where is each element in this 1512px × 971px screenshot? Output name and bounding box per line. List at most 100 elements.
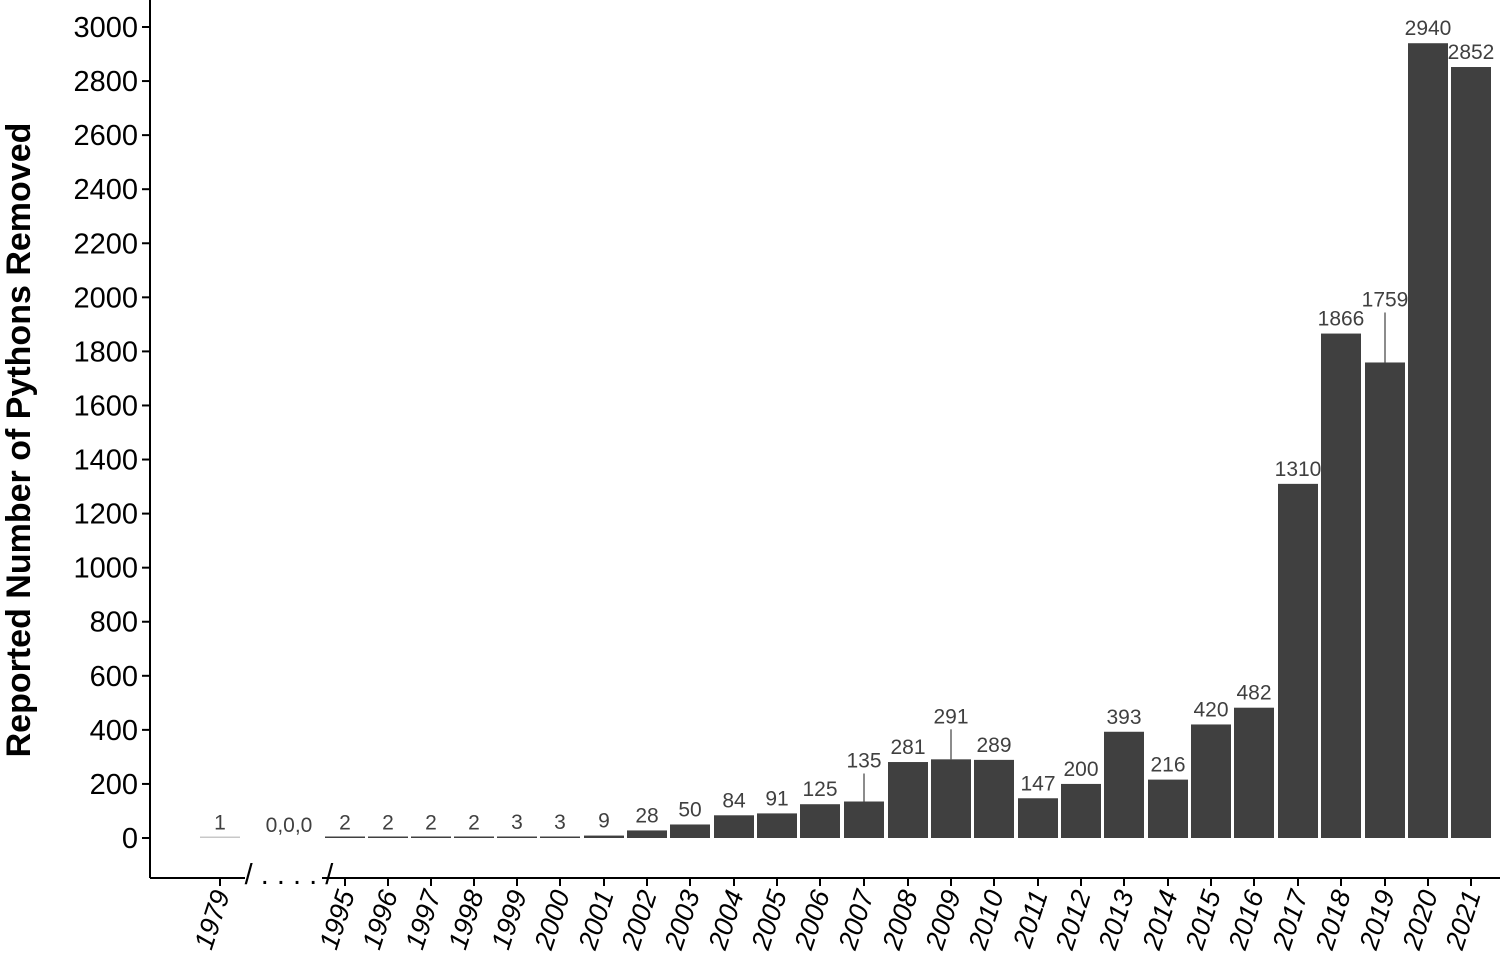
- data-label-2007: 135: [846, 750, 881, 773]
- y-tick-label: 800: [90, 607, 138, 639]
- data-label-2006: 125: [802, 778, 837, 801]
- x-tick-label-2008: 2008: [876, 887, 923, 954]
- x-tick-label-2016: 2016: [1222, 886, 1270, 954]
- y-axis: 0 200 400 600 800 1000 1200 1400 1600 1800 2000 220…: [73, 0, 151, 878]
- x-tick-label-2005: 2005: [745, 886, 793, 954]
- data-label-2017: 1310: [1275, 458, 1322, 481]
- bar-2014: [1148, 779, 1188, 838]
- x-tick-label-2014: 2014: [1136, 887, 1183, 954]
- data-label-2015: 420: [1193, 698, 1228, 721]
- bars-group: [200, 43, 1491, 839]
- data-label-1979: 1: [214, 812, 226, 835]
- x-tick-label-1997: 1997: [400, 886, 447, 953]
- axis-break-marker: / . . . . /: [245, 859, 335, 891]
- x-tick-label-1979: 1979: [189, 887, 236, 953]
- x-tick-label-2007: 2007: [832, 886, 880, 954]
- data-label-2012: 200: [1063, 758, 1098, 781]
- x-axis: 1979 199519961997199819992000200120022003…: [150, 877, 1500, 954]
- y-tick-label: 2200: [73, 228, 138, 260]
- y-tick-label: 200: [90, 769, 138, 801]
- y-tick-label: 2600: [73, 120, 138, 152]
- data-label-2009: 291: [933, 705, 968, 728]
- y-tick-label: 2800: [73, 66, 138, 98]
- data-label-2004: 84: [722, 789, 746, 812]
- bar-2007: [844, 801, 884, 838]
- data-label-2018: 1866: [1318, 308, 1365, 331]
- x-tick-label-1996: 1996: [357, 886, 404, 953]
- x-tick-label-2004: 2004: [702, 887, 749, 954]
- x-tick-label-1999: 1999: [486, 887, 533, 953]
- bar-2002: [627, 830, 667, 838]
- bar-1997: [411, 836, 451, 838]
- data-label-1998: 2: [468, 811, 480, 834]
- data-label-2011: 147: [1020, 772, 1055, 795]
- bar-2003: [670, 824, 710, 838]
- x-tick-label-2020: 2020: [1396, 887, 1443, 954]
- x-tick-label-2015: 2015: [1179, 886, 1227, 954]
- y-tick-label: 2400: [73, 174, 138, 206]
- data-label-2014: 216: [1150, 754, 1185, 777]
- bar-1998: [454, 836, 494, 838]
- y-tick-label: 1000: [73, 553, 138, 585]
- x-tick-label-2009: 2009: [919, 887, 966, 954]
- y-tick-label: 1400: [73, 445, 138, 477]
- data-label-2008: 281: [890, 736, 925, 759]
- x-tick-label-2013: 2013: [1092, 887, 1139, 954]
- bar-2001: [584, 835, 624, 838]
- data-labels-group: 1 2 2 2 2 3 3 9 28 50 84 91 125 135 281 291 289 147 200 393…: [214, 17, 1494, 835]
- bar-2020: [1408, 43, 1448, 839]
- data-label-1999: 3: [511, 811, 523, 834]
- bar-2008: [888, 762, 928, 838]
- data-label-2020: 2940: [1405, 17, 1452, 40]
- data-label-1995: 2: [339, 811, 351, 834]
- bar-2021: [1451, 67, 1491, 838]
- bar-2015: [1191, 724, 1231, 838]
- x-tick-label-2019: 2019: [1353, 887, 1400, 954]
- x-tick-label-2006: 2006: [788, 886, 836, 954]
- gap-annotation: 0,0,0: [266, 814, 313, 837]
- x-tick-label-2011: 2011: [1007, 887, 1054, 952]
- bar-2017: [1278, 483, 1318, 838]
- data-label-1996: 2: [382, 811, 394, 834]
- y-tick-label: 400: [90, 715, 138, 747]
- bar-2012: [1061, 783, 1101, 838]
- y-tick-label: 1800: [73, 336, 138, 368]
- data-label-2013: 393: [1106, 706, 1141, 729]
- bar-2000: [540, 836, 580, 838]
- bar-1979: [200, 836, 240, 838]
- data-label-2021: 2852: [1448, 41, 1495, 64]
- x-tick-label-2000: 2000: [528, 887, 575, 954]
- bar-2011: [1018, 798, 1058, 838]
- bar-2010: [974, 759, 1014, 838]
- bar-2005: [757, 813, 797, 838]
- x-tick-label-1995: 1995: [314, 886, 361, 953]
- data-label-2016: 482: [1236, 682, 1271, 705]
- x-tick-label-1998: 1998: [443, 887, 490, 953]
- y-tick-label: 2000: [73, 282, 138, 314]
- x-tick-label-2002: 2002: [615, 887, 662, 954]
- data-label-2002: 28: [635, 804, 658, 827]
- x-tick-label-2001: 2001: [572, 887, 619, 954]
- bar-2013: [1104, 731, 1144, 838]
- y-axis-title: Reported Number of Pythons Removed: [0, 123, 38, 758]
- bar-2019: [1365, 362, 1405, 838]
- data-label-2001: 9: [598, 810, 610, 833]
- bar-2006: [800, 804, 840, 838]
- y-tick-label: 0: [122, 823, 138, 855]
- x-tick-label-2003: 2003: [658, 887, 705, 954]
- y-tick-label: 600: [90, 661, 138, 693]
- bar-2016: [1234, 707, 1274, 838]
- x-tick-label-2017: 2017: [1266, 886, 1314, 954]
- y-tick-label: 1600: [73, 390, 138, 422]
- y-tick-label: 1200: [73, 499, 138, 531]
- data-label-2003: 50: [678, 798, 701, 821]
- x-tick-label-2021: 2021: [1439, 887, 1486, 954]
- x-tick-label-2012: 2012: [1049, 887, 1096, 954]
- bar-1999: [497, 836, 537, 838]
- bar-2009: [931, 759, 971, 838]
- data-label-2000: 3: [554, 811, 566, 834]
- bar-1996: [368, 836, 408, 838]
- y-tick-label: 3000: [73, 12, 138, 44]
- bar-2018: [1321, 333, 1361, 838]
- x-tick-label-2018: 2018: [1309, 887, 1356, 954]
